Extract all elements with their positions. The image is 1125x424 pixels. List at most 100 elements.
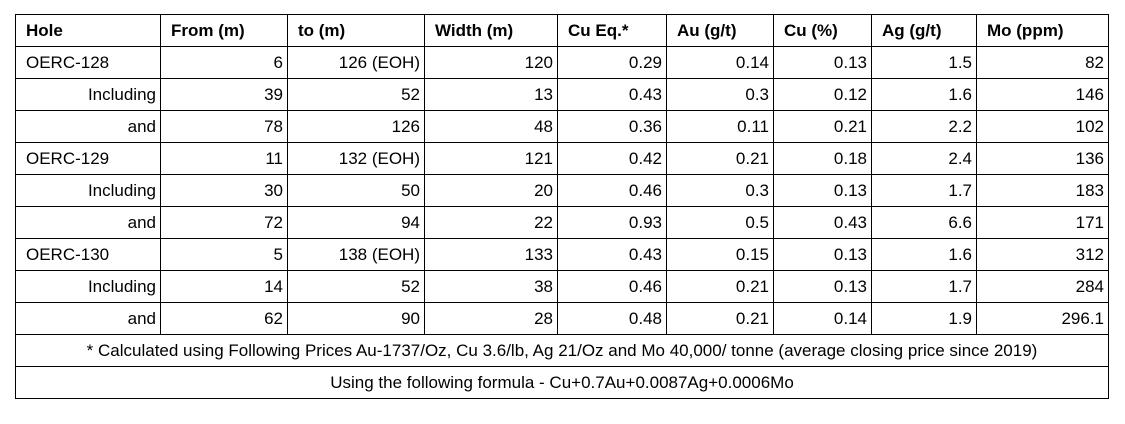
- value-cell: 0.21: [666, 142, 774, 175]
- value-cell: 0.21: [773, 110, 872, 143]
- value-cell: 132 (EOH): [287, 142, 425, 175]
- value-cell: 312: [976, 238, 1109, 271]
- value-cell: 2.2: [871, 110, 977, 143]
- value-cell: 0.11: [666, 110, 774, 143]
- footnote-row: * Calculated using Following Prices Au-1…: [15, 334, 1109, 367]
- value-cell: 0.15: [666, 238, 774, 271]
- value-cell: 0.12: [773, 78, 872, 111]
- value-cell: 0.48: [557, 302, 667, 335]
- value-cell: 284: [976, 270, 1109, 303]
- table-body: OERC-128 6 126 (EOH) 120 0.29 0.14 0.13 1.5 82 In…: [15, 46, 1109, 399]
- value-cell: 0.21: [666, 302, 774, 335]
- value-cell: 0.43: [557, 238, 667, 271]
- value-cell: 52: [287, 78, 425, 111]
- value-cell: 146: [976, 78, 1109, 111]
- value-cell: 30: [160, 174, 288, 207]
- assay-table: Hole From (m) to (m) Width (m) Cu Eq.* Au (g/…: [15, 14, 1109, 399]
- value-cell: 94: [287, 206, 425, 239]
- hole-cell: OERC-129: [15, 142, 161, 175]
- value-cell: 0.13: [773, 174, 872, 207]
- value-cell: 0.18: [773, 142, 872, 175]
- data-row: OERC-128 6 126 (EOH) 120 0.29 0.14 0.13 1.5 82: [15, 46, 1109, 79]
- value-cell: 1.6: [871, 78, 977, 111]
- value-cell: 296.1: [976, 302, 1109, 335]
- column-header: From (m): [160, 14, 288, 47]
- column-header: Mo (ppm): [976, 14, 1109, 47]
- value-cell: 1.5: [871, 46, 977, 79]
- hole-cell: OERC-128: [15, 46, 161, 79]
- value-cell: 136: [976, 142, 1109, 175]
- value-cell: 50: [287, 174, 425, 207]
- value-cell: 0.13: [773, 46, 872, 79]
- value-cell: 0.5: [666, 206, 774, 239]
- data-row: and 72 94 22 0.93 0.5 0.43 6.6 171: [15, 206, 1109, 239]
- hole-cell: and: [15, 206, 161, 239]
- column-header: Cu Eq.*: [557, 14, 667, 47]
- value-cell: 0.43: [557, 78, 667, 111]
- header-row: Hole From (m) to (m) Width (m) Cu Eq.* Au (g/…: [15, 14, 1109, 47]
- value-cell: 90: [287, 302, 425, 335]
- value-cell: 82: [976, 46, 1109, 79]
- data-row: and 78 126 48 0.36 0.11 0.21 2.2 102: [15, 110, 1109, 143]
- value-cell: 171: [976, 206, 1109, 239]
- value-cell: 20: [424, 174, 558, 207]
- value-cell: 138 (EOH): [287, 238, 425, 271]
- data-row: Including 30 50 20 0.46 0.3 0.13 1.7 183: [15, 174, 1109, 207]
- value-cell: 2.4: [871, 142, 977, 175]
- footnote: * Calculated using Following Prices Au-1…: [15, 334, 1109, 367]
- value-cell: 14: [160, 270, 288, 303]
- column-header: Cu (%): [773, 14, 872, 47]
- value-cell: 0.14: [666, 46, 774, 79]
- column-header: Au (g/t): [666, 14, 774, 47]
- value-cell: 120: [424, 46, 558, 79]
- value-cell: 0.42: [557, 142, 667, 175]
- value-cell: 1.9: [871, 302, 977, 335]
- value-cell: 28: [424, 302, 558, 335]
- value-cell: 13: [424, 78, 558, 111]
- value-cell: 133: [424, 238, 558, 271]
- value-cell: 0.13: [773, 238, 872, 271]
- value-cell: 121: [424, 142, 558, 175]
- data-row: and 62 90 28 0.48 0.21 0.14 1.9 296.1: [15, 302, 1109, 335]
- value-cell: 0.93: [557, 206, 667, 239]
- value-cell: 72: [160, 206, 288, 239]
- value-cell: 0.46: [557, 174, 667, 207]
- data-row: OERC-130 5 138 (EOH) 133 0.43 0.15 0.13 1.6 312: [15, 238, 1109, 271]
- column-header: to (m): [287, 14, 425, 47]
- value-cell: 6.6: [871, 206, 977, 239]
- hole-cell: and: [15, 110, 161, 143]
- value-cell: 38: [424, 270, 558, 303]
- value-cell: 0.43: [773, 206, 872, 239]
- footnote-row: Using the following formula - Cu+0.7Au+0…: [15, 366, 1109, 399]
- data-row: Including 39 52 13 0.43 0.3 0.12 1.6 146: [15, 78, 1109, 111]
- value-cell: 1.6: [871, 238, 977, 271]
- value-cell: 1.7: [871, 174, 977, 207]
- value-cell: 62: [160, 302, 288, 335]
- value-cell: 0.3: [666, 78, 774, 111]
- value-cell: 52: [287, 270, 425, 303]
- column-header: Width (m): [424, 14, 558, 47]
- value-cell: 0.46: [557, 270, 667, 303]
- value-cell: 0.3: [666, 174, 774, 207]
- value-cell: 102: [976, 110, 1109, 143]
- value-cell: 5: [160, 238, 288, 271]
- data-row: Including 14 52 38 0.46 0.21 0.13 1.7 284: [15, 270, 1109, 303]
- value-cell: 39: [160, 78, 288, 111]
- column-header: Hole: [15, 14, 161, 47]
- value-cell: 0.21: [666, 270, 774, 303]
- value-cell: 183: [976, 174, 1109, 207]
- value-cell: 0.14: [773, 302, 872, 335]
- column-header: Ag (g/t): [871, 14, 977, 47]
- footnote: Using the following formula - Cu+0.7Au+0…: [15, 366, 1109, 399]
- value-cell: 22: [424, 206, 558, 239]
- value-cell: 11: [160, 142, 288, 175]
- hole-cell: Including: [15, 174, 161, 207]
- value-cell: 0.29: [557, 46, 667, 79]
- value-cell: 48: [424, 110, 558, 143]
- value-cell: 126 (EOH): [287, 46, 425, 79]
- value-cell: 6: [160, 46, 288, 79]
- data-row: OERC-129 11 132 (EOH) 121 0.42 0.21 0.18 2.4 136: [15, 142, 1109, 175]
- hole-cell: Including: [15, 78, 161, 111]
- hole-cell: and: [15, 302, 161, 335]
